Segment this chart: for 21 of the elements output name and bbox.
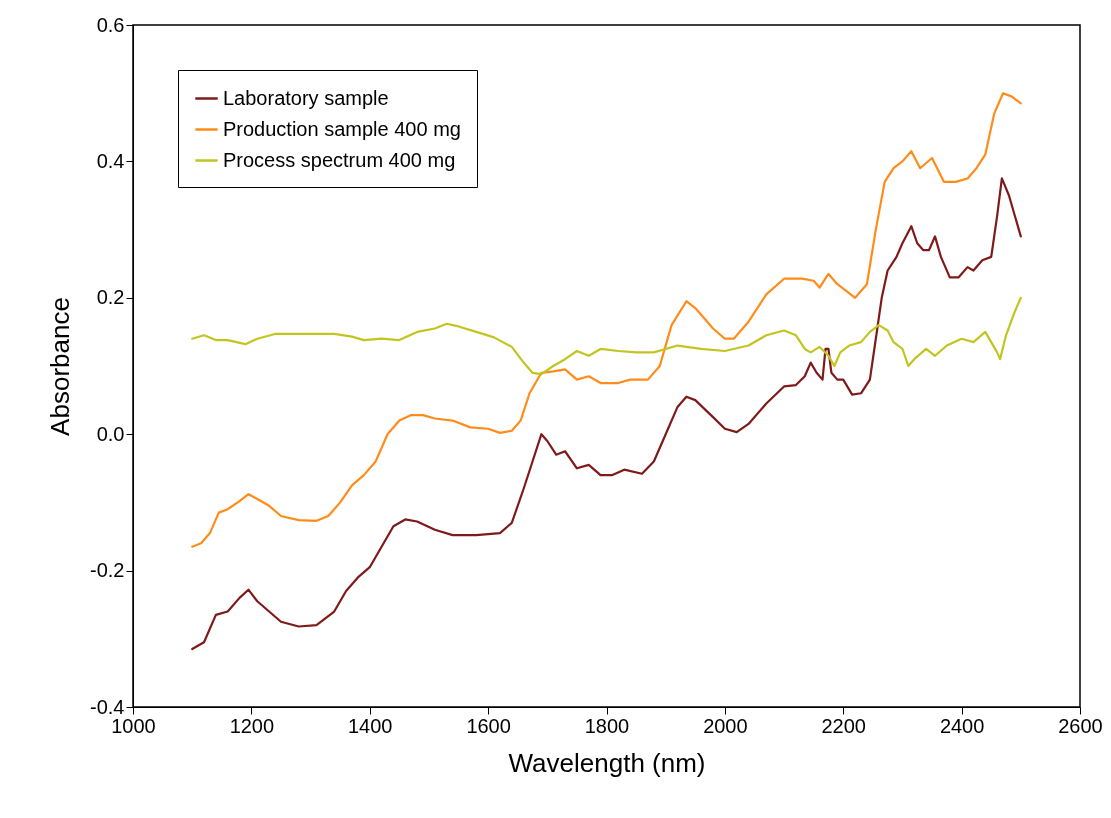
legend-label: Production sample 400 mg	[223, 117, 461, 140]
x-tick-label: 2200	[821, 714, 866, 737]
y-tick-label: 0.0	[96, 422, 125, 445]
line-series	[191, 296, 1022, 376]
y-axis-title: Absorbance	[45, 297, 76, 436]
legend-label: Process spectrum 400 mg	[223, 148, 456, 171]
y-tick-label: 0.6	[96, 13, 125, 36]
x-tick-label: 1600	[466, 714, 511, 737]
x-axis-title: Wavelength (nm)	[508, 747, 706, 778]
x-tick-label: 2600	[1058, 714, 1103, 737]
x-tick-label: 1200	[229, 714, 275, 737]
x-tick-label: 2400	[939, 714, 985, 737]
x-tick-label: 1800	[584, 714, 630, 737]
y-tick-label: -0.2	[90, 559, 125, 582]
legend-label: Laboratory sample	[223, 86, 389, 109]
x-tick-label: 1400	[348, 714, 393, 737]
line-series	[191, 177, 1022, 651]
y-tick-label: 0.2	[96, 286, 125, 309]
line-series	[191, 92, 1022, 548]
x-tick-label: 2000	[703, 714, 748, 737]
y-tick-label: 0.4	[96, 149, 125, 172]
